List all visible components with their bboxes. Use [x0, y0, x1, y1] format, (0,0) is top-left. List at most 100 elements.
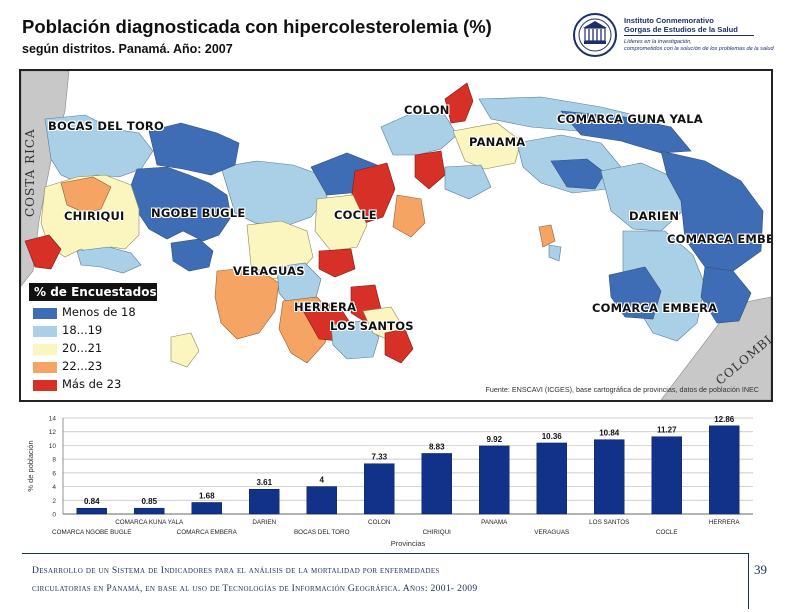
region-chiriqui-orange	[60, 176, 112, 214]
y-tick-label: 4	[52, 484, 56, 491]
institute-tagline-line1: Líderes en la investigación,	[624, 39, 692, 45]
x-category-label: PANAMA	[481, 519, 508, 526]
institute-seal-icon	[573, 13, 617, 57]
region-cocle-red-2	[318, 248, 356, 278]
bar	[479, 445, 510, 515]
page-subtitle: según distritos. Panamá. Año: 2007	[22, 42, 233, 56]
region-veraguas-south	[170, 332, 200, 368]
bar	[134, 507, 165, 515]
label-comarca-embera-1: COMARCA EMBERA	[667, 232, 771, 246]
bar-value-label: 1.68	[199, 491, 215, 500]
region-guna-yala-dark	[560, 110, 692, 154]
legend-swatch	[33, 380, 57, 391]
bar-value-label: 12.86	[714, 415, 735, 424]
x-category-label: COMARCA KUNA YALA	[115, 519, 184, 526]
bar	[651, 436, 682, 515]
bar-value-label: 0.85	[141, 497, 157, 506]
legend-label: 18...19	[62, 323, 103, 337]
bar-value-label: 0.84	[84, 497, 100, 506]
institute-name-line2: Gorgas de Estudios de la Salud	[624, 25, 738, 34]
footer-caption: Desarrollo de un Sistema de Indicadores …	[32, 562, 732, 598]
legend-item: Menos de 18	[29, 305, 179, 321]
region-cocle-yellow	[314, 194, 368, 252]
label-herrera: HERRERA	[294, 300, 357, 314]
map-source-note: Fuente: ENSCAVI (ICGES), base cartográfi…	[485, 385, 759, 394]
bar	[191, 502, 222, 515]
costa-rica-label: COSTA RICA	[23, 128, 37, 217]
legend-swatch	[33, 308, 57, 319]
label-ngobe-bugle: NGOBE BUGLE	[151, 206, 246, 220]
logo-divider	[624, 35, 754, 36]
bar	[306, 486, 337, 515]
bar-chart-svg: 0 2 4 6 8 10 12 14 0.84 COMARCA NGOBE BUGLE 0.85 CO…	[26, 415, 753, 548]
footer-divider	[22, 553, 748, 554]
legend-swatch	[33, 326, 57, 337]
region-bocas-blue	[148, 122, 240, 176]
bar	[249, 488, 280, 515]
island-blue	[548, 244, 562, 262]
region-panama-east-dark	[550, 158, 606, 190]
institute-tagline-line2: comprometidos con la solución de los pro…	[624, 46, 774, 52]
region-colon-red	[444, 82, 474, 124]
label-veraguas: VERAGUAS	[233, 264, 305, 278]
y-tick-label: 8	[52, 457, 56, 464]
footer-line1: Desarrollo de un Sistema de Indicadores …	[32, 565, 440, 576]
region-ngobe-south	[170, 238, 214, 272]
footer-page-divider	[748, 553, 749, 609]
label-los-santos: LOS SANTOS	[330, 319, 414, 333]
label-darien: DARIEN	[629, 209, 680, 223]
label-chiriqui: CHIRIQUI	[64, 209, 125, 223]
panama-map-graphic	[21, 71, 771, 400]
bar	[421, 453, 452, 515]
y-tick-label: 6	[52, 470, 56, 477]
region-colon-blue	[380, 110, 458, 156]
legend-swatch	[33, 362, 57, 373]
label-colon: COLON	[404, 103, 450, 117]
y-tick-label: 10	[49, 443, 57, 450]
legend-item: 18...19	[29, 323, 179, 339]
region-cocle-orange	[392, 194, 426, 238]
y-tick-label: 14	[49, 416, 57, 423]
region-veraguas-north	[220, 160, 328, 228]
x-axis-title: Provincias	[391, 539, 426, 548]
y-axis-title: % de población	[26, 440, 35, 491]
bar-value-label: 3.61	[256, 478, 272, 487]
x-category-label: HERRERA	[709, 519, 741, 526]
y-tick-label: 0	[52, 512, 56, 519]
bar	[709, 425, 740, 515]
legend-item: 20...21	[29, 341, 179, 357]
footer-line2: circulatorias en Panamá, en base al uso …	[32, 583, 478, 594]
page-number: 39	[754, 562, 767, 577]
region-los-santos-blue	[330, 320, 380, 360]
region-panama-yellow	[452, 122, 522, 170]
region-veraguas-orange	[214, 266, 280, 340]
label-cocle: COCLE	[334, 208, 377, 222]
bar-value-label: 10.84	[599, 429, 620, 438]
bar-chart: 0 2 4 6 8 10 12 14 0.84 COMARCA NGOBE BUGLE 0.85 CO…	[19, 404, 773, 550]
legend-title: % de Encuestados	[29, 283, 157, 301]
label-bocas-del-toro: BOCAS DEL TORO	[48, 119, 164, 133]
page-title: Población diagnosticada con hipercoleste…	[22, 16, 492, 37]
region-bocas-del-toro	[44, 114, 154, 182]
bar-value-label: 7.33	[371, 453, 387, 462]
region-darien-west	[600, 162, 686, 232]
label-panama: PANAMA	[469, 135, 526, 149]
region-chiriqui-red	[24, 234, 62, 270]
legend-label: Menos de 18	[62, 305, 136, 319]
colombia-land-2	[660, 296, 771, 400]
x-category-label: BOCAS DEL TORO	[294, 529, 350, 536]
x-category-label: COCLE	[656, 529, 678, 536]
region-colon-red-2	[414, 150, 446, 190]
label-comarca-embera-2: COMARCA EMBERA	[592, 301, 718, 315]
legend-item: 22...23	[29, 359, 179, 375]
region-panama-blue	[444, 164, 492, 200]
y-tick-label: 2	[52, 498, 56, 505]
bar	[594, 439, 625, 515]
region-chiriqui-south	[76, 246, 142, 274]
bar-value-label: 11.27	[657, 426, 677, 435]
region-embera-south	[608, 266, 662, 320]
legend-label: 22...23	[62, 359, 103, 373]
legend-item: Más de 23	[29, 377, 179, 393]
x-category-label: LOS SANTOS	[589, 519, 629, 526]
legend-label: 20...21	[62, 341, 103, 355]
